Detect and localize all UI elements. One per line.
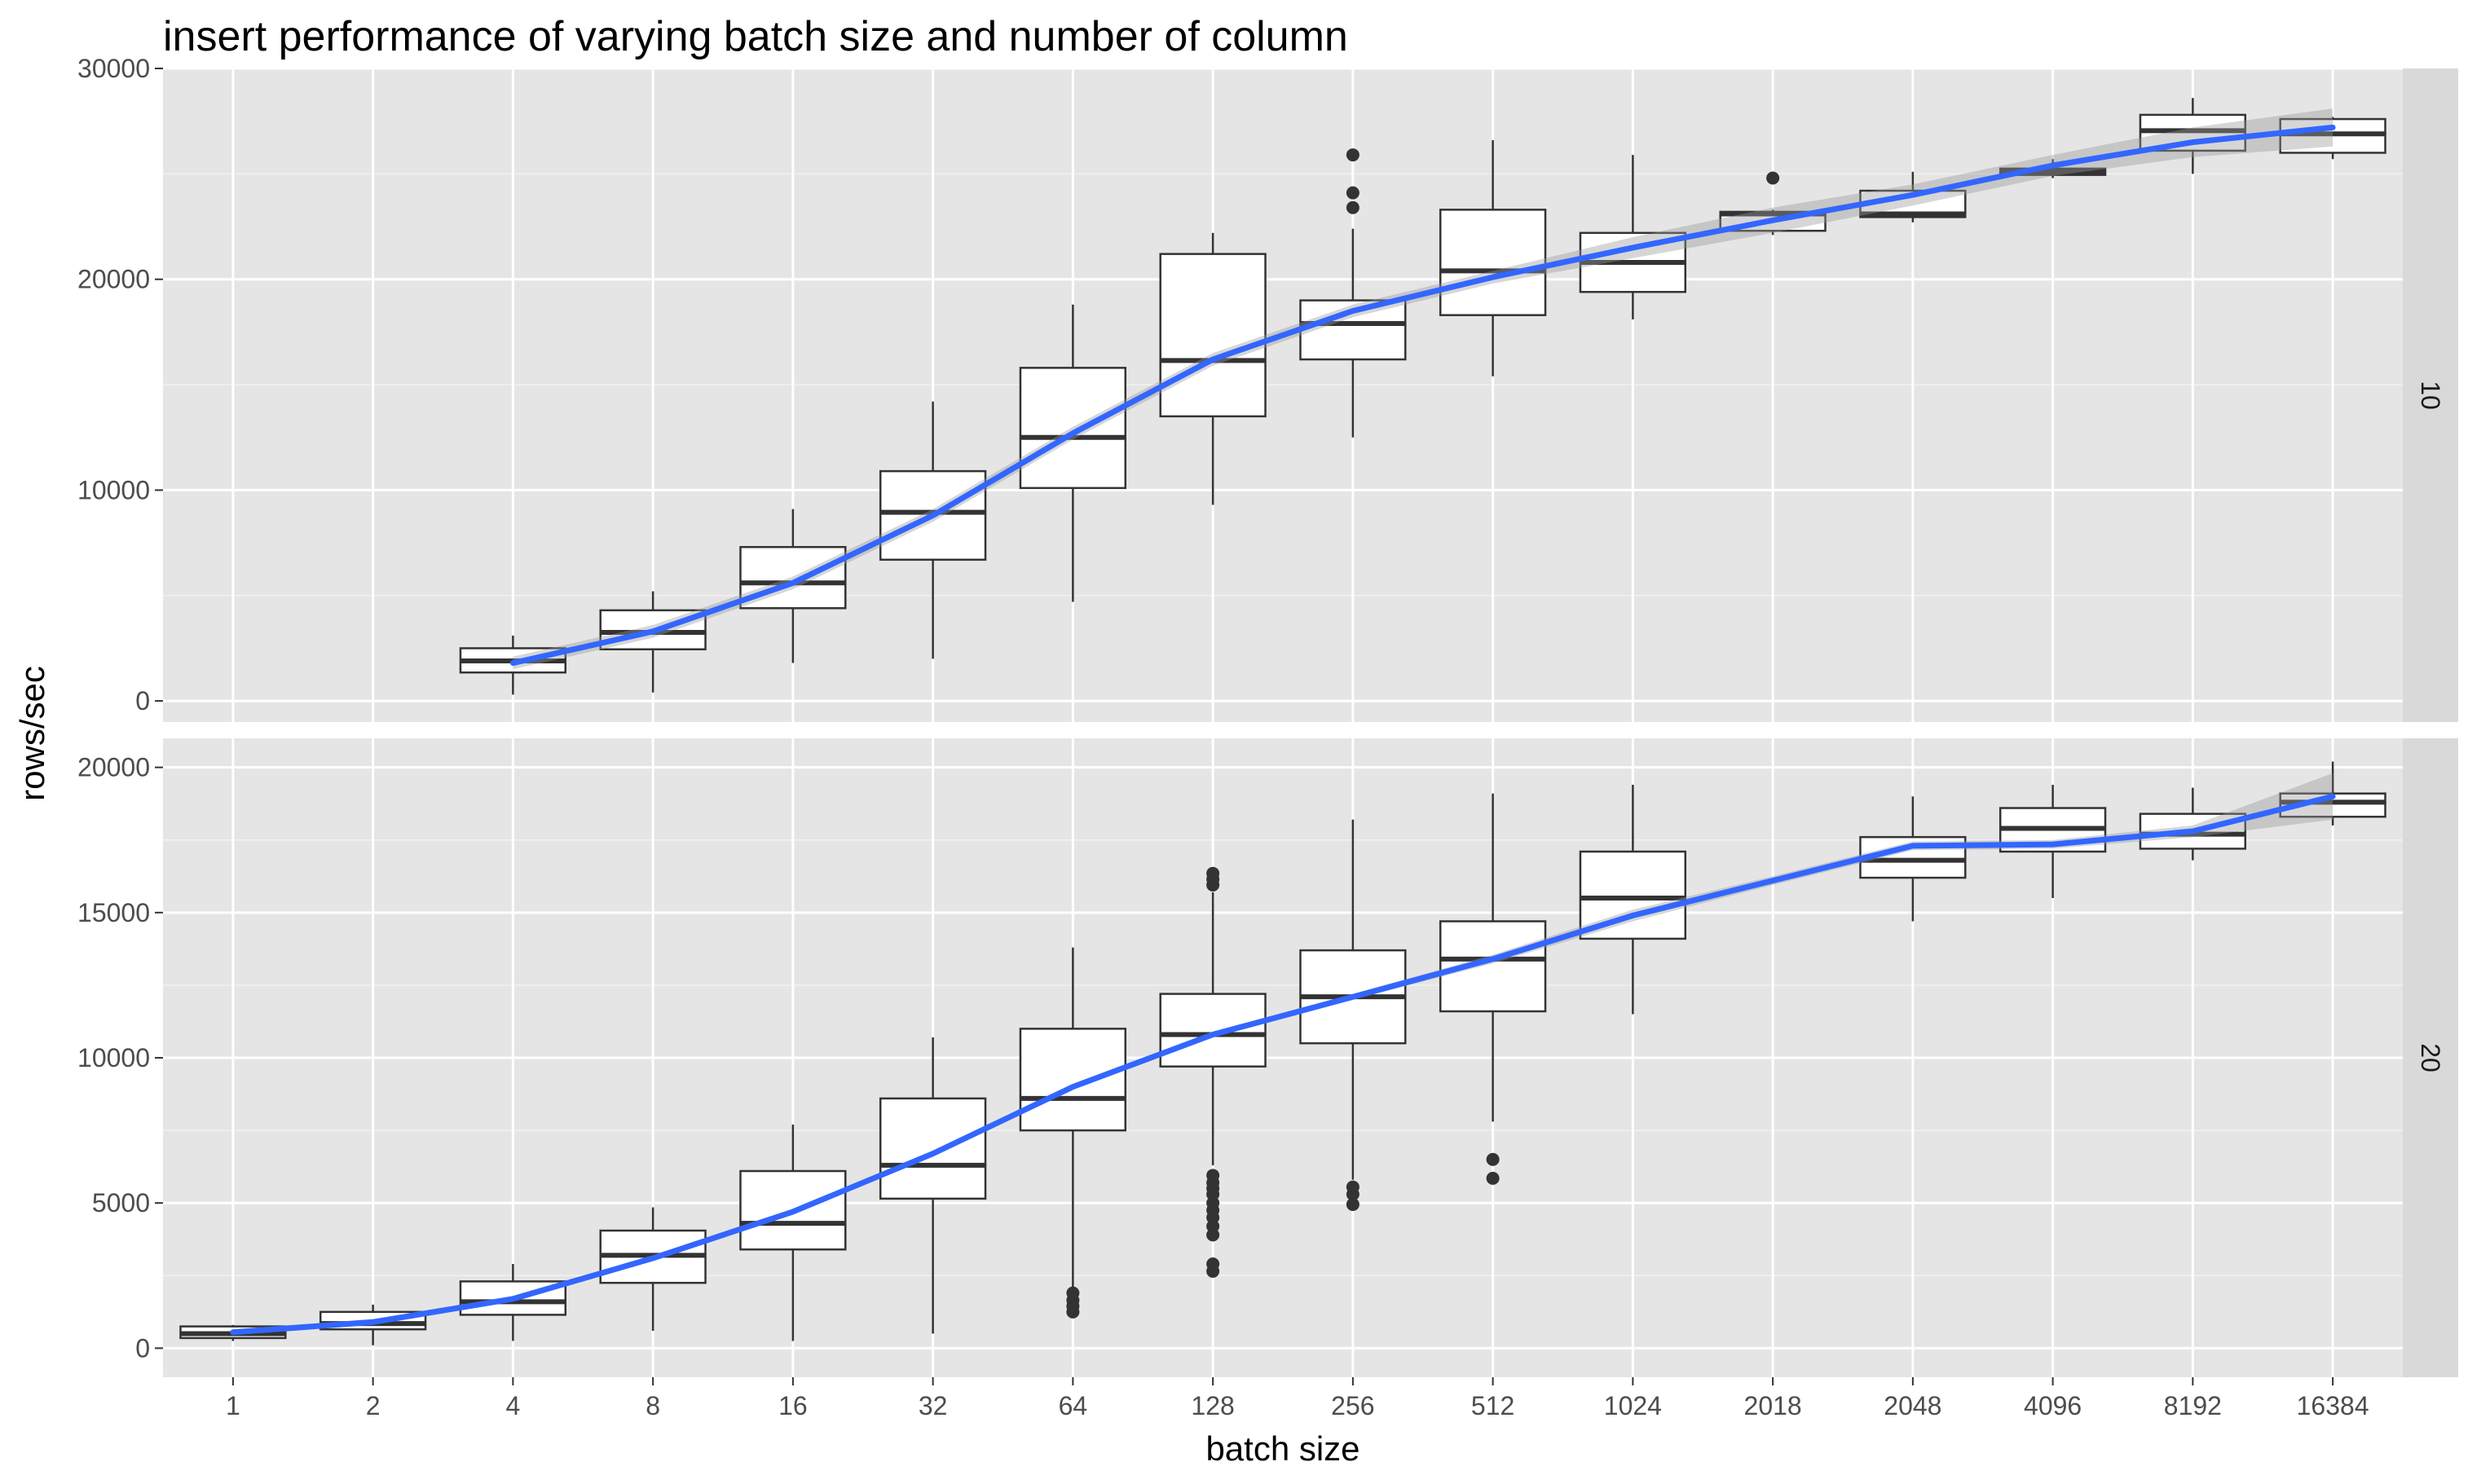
x-axis-title: batch size <box>1205 1429 1359 1468</box>
outlier-point <box>1206 1169 1220 1182</box>
x-tick-label: 4096 <box>2024 1391 2082 1420</box>
y-tick-label: 20000 <box>77 753 150 782</box>
outlier-point <box>1206 866 1220 880</box>
panel-2: 0 5000 10000 15000 20000 20 <box>77 738 2458 1377</box>
box-128 <box>1159 232 1267 505</box>
facet-strip <box>2403 738 2458 1377</box>
y-tick-label: 20000 <box>77 265 150 294</box>
box-64 <box>1019 304 1127 602</box>
x-tick-label: 256 <box>1331 1391 1374 1420</box>
outlier-point <box>1346 200 1359 214</box>
y-tick-label: 5000 <box>92 1188 150 1218</box>
box-body <box>879 1097 987 1200</box>
x-tick-label: 64 <box>1059 1391 1088 1420</box>
x-tick-label: 32 <box>919 1391 948 1420</box>
facet-strip-label: 20 <box>2416 1043 2445 1072</box>
outlier-point <box>1346 1197 1359 1211</box>
y-tick-label: 30000 <box>77 54 150 83</box>
box-64 <box>1019 947 1127 1319</box>
box-body <box>1439 209 1547 316</box>
x-tick-label: 2 <box>366 1391 381 1420</box>
outlier-point <box>1486 1152 1500 1166</box>
box-body <box>1159 253 1267 418</box>
outlier-point <box>1206 1257 1220 1271</box>
outlier-point <box>1766 171 1780 185</box>
smooth-confidence-band <box>513 108 2333 670</box>
box-body <box>1159 993 1267 1068</box>
facet-strip <box>2403 68 2458 722</box>
chart-title: insert performance of varying batch size… <box>163 13 1348 60</box>
smooth-line <box>509 124 2336 667</box>
outlier-point <box>1486 1171 1500 1185</box>
smooth-line <box>230 793 2336 1336</box>
y-tick-label: 10000 <box>77 475 150 504</box>
panel-1: 0 10000 20000 30000 10 <box>77 54 2458 722</box>
x-tick-label: 16384 <box>2297 1391 2369 1420</box>
x-tick-label: 4 <box>505 1391 520 1420</box>
box-128 <box>1159 866 1267 1278</box>
x-tick-label: 2048 <box>1884 1391 1941 1420</box>
x-tick-label: 8192 <box>2164 1391 2222 1420</box>
plot-layer: 0100002000030000100500010000150002000020… <box>77 54 2458 1420</box>
facet-strip-label: 10 <box>2416 381 2445 410</box>
y-tick-label: 10000 <box>77 1043 150 1072</box>
outlier-point <box>1346 186 1359 200</box>
y-tick-label: 15000 <box>77 898 150 927</box>
x-tick-label: 512 <box>1471 1391 1514 1420</box>
x-tick-label: 1024 <box>1604 1391 1662 1420</box>
x-tick-label: 2018 <box>1744 1391 1802 1420</box>
outlier-point <box>1346 148 1359 162</box>
box-body <box>1019 1028 1127 1132</box>
x-tick-label: 8 <box>646 1391 660 1420</box>
outlier-point <box>1346 1180 1359 1194</box>
x-tick-label: 128 <box>1191 1391 1234 1420</box>
box-16 <box>739 1124 847 1341</box>
panel-background <box>163 68 2403 722</box>
outlier-point <box>1066 1286 1080 1300</box>
y-axis-title: rows/sec <box>13 666 51 801</box>
x-tick-label: 1 <box>226 1391 240 1420</box>
y-tick-label: 0 <box>135 1333 150 1363</box>
box-body <box>1019 367 1127 490</box>
x-tick-label: 16 <box>778 1391 808 1420</box>
y-tick-label: 0 <box>135 686 150 716</box>
box-body <box>739 1169 847 1251</box>
